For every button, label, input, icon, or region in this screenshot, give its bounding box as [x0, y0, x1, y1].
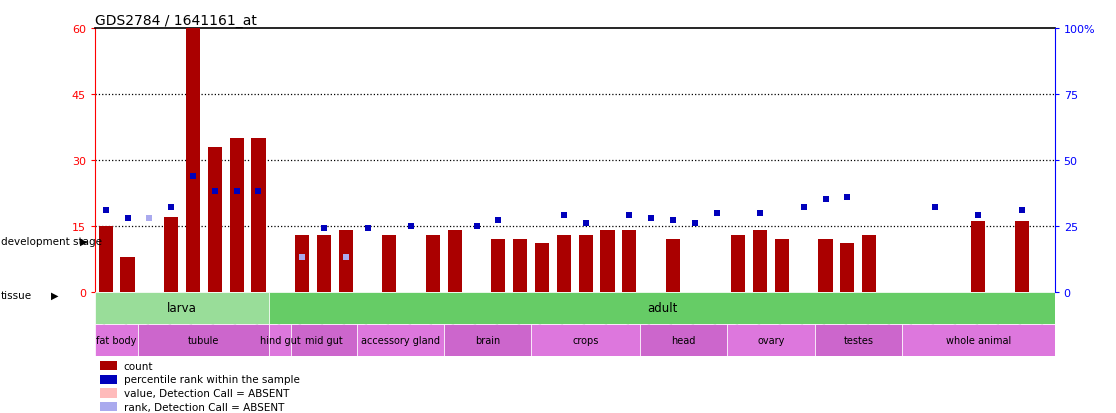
Text: ▶: ▶ [51, 290, 59, 300]
Bar [818, 240, 833, 292]
Bar [666, 240, 680, 292]
Bar [99, 361, 117, 370]
Text: mid gut: mid gut [305, 335, 343, 345]
Bar [731, 235, 745, 292]
Text: hind gut: hind gut [260, 335, 300, 345]
Bar [513, 240, 527, 292]
Text: larva: larva [167, 301, 198, 315]
Bar [971, 222, 985, 292]
Bar [535, 244, 549, 292]
Bar [186, 29, 200, 292]
Bar [491, 240, 506, 292]
Bar [208, 147, 222, 292]
Text: testes: testes [844, 335, 874, 345]
Bar [164, 217, 179, 292]
Text: crops: crops [573, 335, 599, 345]
Text: fat body: fat body [96, 335, 137, 345]
Text: GDS2784 / 1641161_at: GDS2784 / 1641161_at [95, 14, 257, 28]
Text: rank, Detection Call = ABSENT: rank, Detection Call = ABSENT [124, 402, 285, 412]
Bar [444, 324, 531, 356]
Bar [338, 230, 353, 292]
Bar [840, 244, 855, 292]
Bar [775, 240, 789, 292]
Bar [269, 324, 291, 356]
Text: accessory gland: accessory gland [360, 335, 440, 345]
Text: ovary: ovary [758, 335, 785, 345]
Bar [357, 324, 444, 356]
Bar [623, 230, 636, 292]
Text: tubule: tubule [189, 335, 220, 345]
Bar [600, 230, 615, 292]
Bar [815, 324, 902, 356]
Text: adult: adult [647, 301, 677, 315]
Bar [99, 375, 117, 384]
Bar [95, 324, 138, 356]
Bar [902, 324, 1055, 356]
Bar [99, 402, 117, 411]
Bar [138, 324, 269, 356]
Bar [230, 138, 243, 292]
Text: head: head [672, 335, 696, 345]
Text: brain: brain [475, 335, 500, 345]
Bar [641, 324, 728, 356]
Bar [99, 388, 117, 398]
Bar [728, 324, 815, 356]
Bar [578, 235, 593, 292]
Bar [295, 235, 309, 292]
Bar [383, 235, 396, 292]
Text: development stage: development stage [1, 237, 103, 247]
Bar [269, 292, 1055, 324]
Bar [426, 235, 440, 292]
Text: percentile rank within the sample: percentile rank within the sample [124, 375, 299, 385]
Bar [121, 257, 135, 292]
Bar [1014, 222, 1029, 292]
Bar [448, 230, 462, 292]
Text: ▶: ▶ [80, 237, 88, 247]
Bar [95, 292, 269, 324]
Text: count: count [124, 361, 153, 371]
Text: whole animal: whole animal [945, 335, 1011, 345]
Text: value, Detection Call = ABSENT: value, Detection Call = ABSENT [124, 388, 289, 398]
Bar [98, 226, 113, 292]
Text: tissue: tissue [1, 290, 32, 300]
Bar [291, 324, 357, 356]
Bar [557, 235, 571, 292]
Bar [251, 138, 266, 292]
Bar [317, 235, 331, 292]
Bar [531, 324, 641, 356]
Bar [863, 235, 876, 292]
Bar [753, 230, 767, 292]
